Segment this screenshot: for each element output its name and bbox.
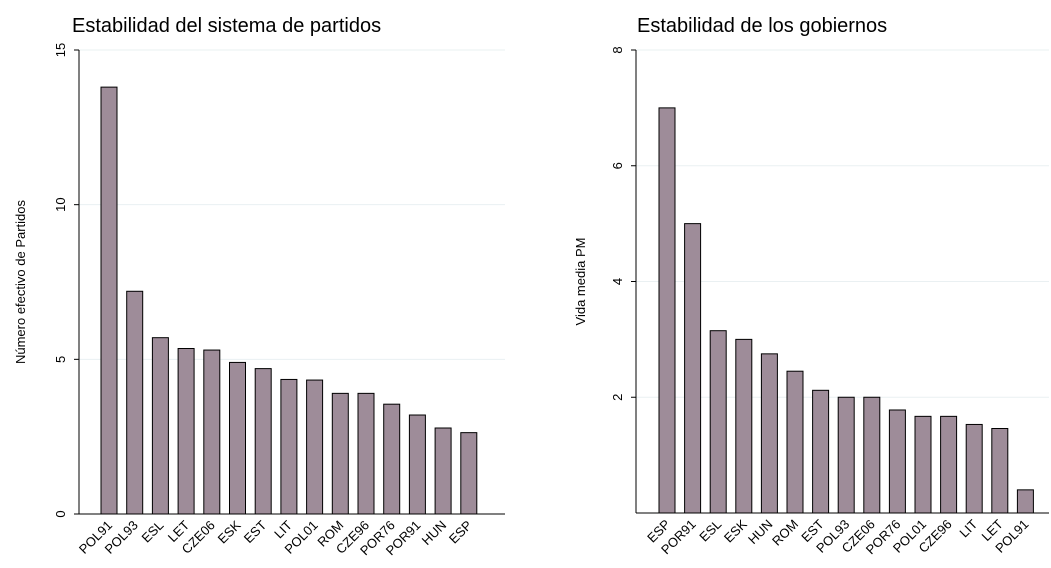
bar-por76 — [888, 409, 906, 514]
bar-pol91 — [100, 86, 118, 515]
x-tick-label: ESL — [139, 518, 167, 546]
bar-lit — [280, 378, 298, 515]
y-tick-label: 10 — [53, 197, 68, 211]
bar-esp — [460, 432, 478, 515]
bar-cze96 — [357, 392, 375, 515]
y-tick-label: 6 — [610, 162, 625, 169]
bar-pol93 — [837, 396, 855, 514]
bar-cze06 — [863, 396, 881, 514]
bar-lit — [965, 423, 983, 514]
y-tick-label: 8 — [610, 46, 625, 53]
bar-hun — [760, 353, 778, 514]
x-tick-label: ESK — [721, 516, 750, 545]
bar-est — [812, 389, 830, 514]
bar-esl — [151, 337, 169, 515]
bar-pol91 — [1016, 489, 1034, 514]
x-tick-label: HUN — [745, 517, 776, 548]
y-tick-label: 2 — [610, 394, 625, 401]
bar-let — [991, 428, 1009, 514]
bar-pol01 — [306, 379, 324, 515]
y-tick-label: 5 — [53, 356, 68, 363]
bar-pol93 — [126, 290, 144, 515]
y-axis-title: Vida media PM — [573, 238, 588, 326]
y-tick-label: 15 — [53, 43, 68, 57]
x-tick-label: HUN — [419, 518, 450, 549]
chart-title: Estabilidad del sistema de partidos — [72, 15, 381, 37]
x-tick-label: ESL — [696, 517, 724, 545]
bar-por91 — [408, 414, 426, 515]
bar-rom — [331, 392, 349, 515]
x-tick-label: ROM — [769, 517, 801, 549]
x-tick-label: ESK — [215, 517, 244, 546]
bar-esl — [709, 330, 727, 514]
y-tick-label: 4 — [610, 278, 625, 285]
y-tick-label: 0 — [53, 510, 68, 517]
bar-cze96 — [940, 415, 958, 514]
bar-est — [254, 368, 272, 515]
bar-let — [177, 348, 195, 515]
bar-hun — [434, 427, 452, 515]
bar-esp — [658, 107, 676, 514]
bar-por76 — [383, 403, 401, 515]
chart-title: Estabilidad de los gobiernos — [637, 15, 887, 37]
x-tick-label: ESP — [446, 518, 475, 547]
bar-cze06 — [203, 349, 221, 515]
chart-government-stability: Estabilidad de los gobiernos Vida media … — [573, 15, 1049, 557]
bar-esk — [735, 338, 753, 514]
bar-rom — [786, 370, 804, 514]
bar-pol01 — [914, 415, 932, 514]
x-tick-label: EST — [241, 517, 270, 546]
chart-party-system-stability: Estabilidad del sistema de partidos Núme… — [13, 15, 505, 558]
bar-esk — [229, 361, 246, 515]
x-tick-label: LIT — [956, 516, 980, 540]
bar-por91 — [684, 223, 702, 514]
y-axis-title: Número efectivo de Partidos — [13, 199, 28, 364]
